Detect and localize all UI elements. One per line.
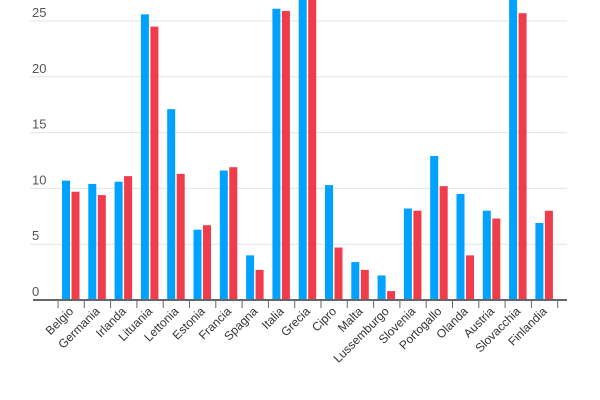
x-axis-ticks: BelgioGermaniaIrlandaLituaniaLettoniaEst… [43, 300, 559, 366]
bar-austria-series-1 [482, 210, 491, 300]
bar-francia-series-1 [219, 170, 228, 300]
bar-francia-series-2 [229, 167, 238, 300]
bar-malta-series-1 [351, 262, 360, 300]
bar-belgio-series-2 [71, 191, 80, 300]
y-tick-label: 15 [32, 117, 46, 132]
bar-finlandia-series-1 [535, 222, 544, 300]
y-tick-label: 25 [32, 5, 46, 20]
bar-finlandia-series-2 [544, 210, 553, 300]
bar-cipro-series-1 [325, 185, 333, 300]
bar-slovenia-series-1 [403, 208, 412, 300]
bar-grecia-series-2 [308, 0, 317, 300]
bar-lettonia-series-1 [167, 109, 176, 300]
bar-lussemburgo-series-2 [387, 291, 396, 300]
bar-olanda-series-1 [456, 193, 465, 300]
x-tick-label: Cipro [309, 304, 339, 334]
y-axis-ticks: 0 5 10 15 20 25 [32, 5, 46, 299]
bar-portogallo-series-1 [430, 156, 439, 300]
bar-austria-series-2 [492, 218, 501, 300]
bar-spagna-series-1 [246, 255, 255, 300]
bar-lituania-series-1 [140, 14, 149, 301]
y-tick-label: 0 [32, 284, 39, 299]
bar-lituania-series-2 [150, 26, 159, 301]
y-tick-label: 10 [32, 172, 46, 187]
bar-grecia-series-1 [298, 0, 307, 300]
bar-portogallo-series-2 [439, 186, 448, 300]
bar-olanda-series-2 [466, 255, 474, 300]
bar-lussemburgo-series-1 [377, 275, 386, 300]
bar-estonia-series-1 [193, 229, 202, 300]
x-tick-label: Grecia [278, 304, 313, 339]
bar-malta-series-2 [360, 269, 369, 300]
bar-cipro-series-2 [334, 247, 343, 300]
bar-irlanda-series-2 [124, 176, 133, 300]
bar-italia-series-2 [281, 10, 290, 301]
bar-germania-series-2 [97, 195, 106, 300]
bar-germania-series-1 [88, 183, 97, 300]
bars [62, 0, 553, 301]
bar-estonia-series-2 [203, 225, 211, 300]
y-tick-label: 20 [32, 61, 46, 76]
bar-slovenia-series-2 [413, 210, 422, 300]
bar-italia-series-1 [272, 8, 281, 301]
bar-irlanda-series-1 [114, 181, 123, 300]
bar-belgio-series-1 [62, 180, 70, 300]
y-tick-label: 5 [32, 228, 39, 243]
bar-spagna-series-2 [255, 269, 264, 300]
bar-slovacchia-series-1 [509, 0, 518, 300]
bar-lettonia-series-2 [176, 173, 185, 300]
bar-slovacchia-series-2 [518, 13, 527, 301]
